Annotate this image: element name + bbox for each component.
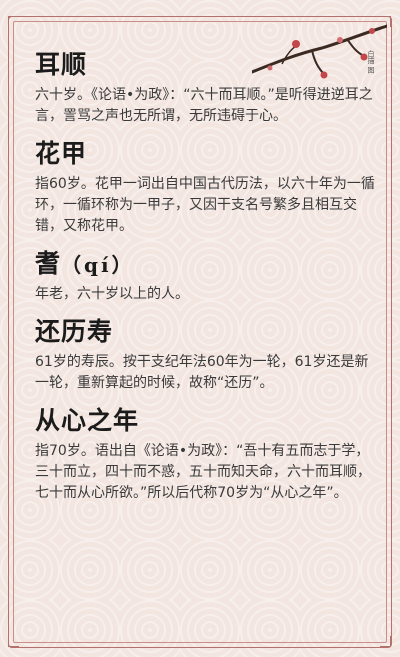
inner-frame [13,21,387,643]
frame-corner [380,16,391,27]
outer-frame [8,16,392,648]
entry-title: 耳顺 [35,50,88,79]
entry-description: 指70岁。语出自《论语•为政》：“吾十有五而志于学，三十而立，四十而不惑，五十而… [35,443,371,501]
entry-description: 六十岁。《论语•为政》：“六十而耳顺。”是听得进逆耳之言，詈骂之声也无所谓，无所… [35,87,373,124]
entry-title: 从心之年 [35,406,140,435]
entry: 从心之年 指70岁。语出自《论语•为政》：“吾十有五而志于学，三十而立，四十而不… [35,404,375,504]
entry-title: 还历寿 [35,317,114,346]
entry-title: 耆（qí） [35,249,135,278]
decorative-caption: 白描 图 [367,50,375,74]
glossary: 耳顺 六十岁。《论语•为政》：“六十而耳顺。”是听得进逆耳之言，詈骂之声也无所谓… [35,48,375,514]
entry: 耳顺 六十岁。《论语•为政》：“六十而耳顺。”是听得进逆耳之言，詈骂之声也无所谓… [35,48,375,127]
entry: 耆（qí） 年老，六十岁以上的人。 [35,247,375,305]
entry-description: 61岁的寿辰。按干支纪年法60年为一轮，61岁还是新一轮，重新算起的时候，故称“… [35,354,369,391]
plum-branch-icon [252,24,387,79]
entry-description: 指60岁。花甲一词出自中国古代历法，以六十年为一循环，一循环称为一甲子，又因干支… [35,176,375,234]
entry: 还历寿 61岁的寿辰。按干支纪年法60年为一轮，61岁还是新一轮，重新算起的时候… [35,315,375,394]
entry: 花甲 指60岁。花甲一词出自中国古代历法，以六十年为一循环，一循环称为一甲子，又… [35,137,375,237]
entry-title: 花甲 [35,139,88,168]
frame-corner [8,16,19,27]
frame-corner [8,636,19,647]
frame-corner [380,636,391,647]
entry-description: 年老，六十岁以上的人。 [35,286,189,302]
